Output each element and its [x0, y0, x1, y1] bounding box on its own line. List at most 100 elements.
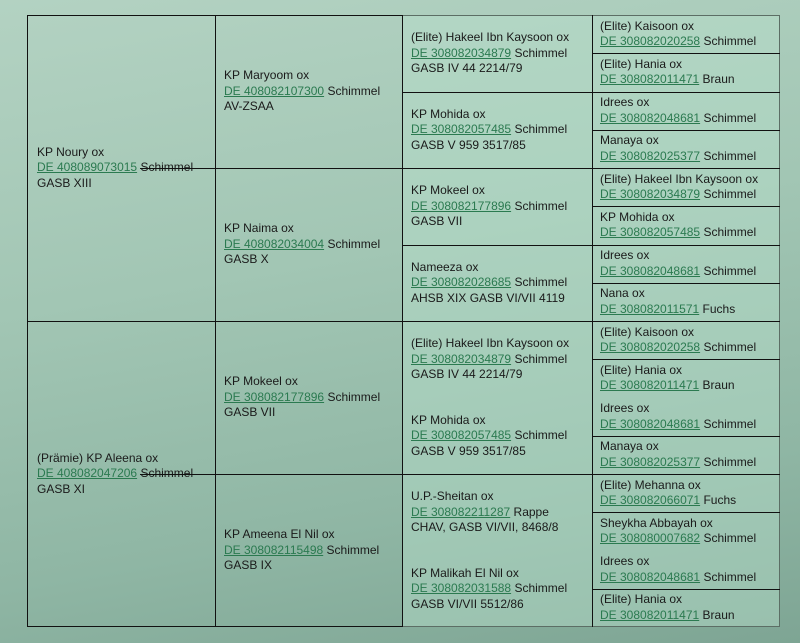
registration-line: DE 408082107300 Schimmel — [224, 84, 402, 100]
registration-link[interactable]: DE 308082048681 — [600, 569, 701, 584]
studbook-info: AHSB XIX GASB VI/VII 4119 — [411, 290, 565, 305]
studbook-info: CHAV, GASB VI/VII, 8468/8 — [411, 520, 559, 534]
horse-name: (Elite) Hakeel Ibn Kaysoon ox — [600, 171, 759, 186]
registration-link[interactable]: DE 308082020258 — [600, 34, 701, 49]
registration-line: DE 308082028685 Schimmel — [411, 275, 592, 291]
registration-link[interactable]: DE 308082048681 — [600, 110, 701, 125]
horse-name: U.P.-Sheitan ox — [411, 489, 494, 503]
registration-link[interactable]: DE 308082177896 — [224, 389, 325, 404]
studbook-info: GASB XI — [37, 481, 86, 496]
registration-link[interactable]: DE 408082034004 — [224, 236, 325, 251]
registration-line: DE 308082020258 Schimmel — [600, 340, 780, 356]
registration-link[interactable]: DE 308082028685 — [411, 275, 512, 289]
row-divider — [215, 168, 402, 169]
pedigree-cell-gen3: KP Mohida ox DE 308082057485 Schimmel GASB… — [402, 397, 592, 474]
horse-name: Idrees ox — [600, 95, 650, 110]
pedigree-cell-gen1: (Prämie) KP Aleena ox DE 408082047206 Sch… — [27, 321, 215, 627]
registration-link[interactable]: DE 308082057485 — [411, 428, 512, 442]
registration-link[interactable]: DE 408082107300 — [224, 83, 325, 98]
pedigree-cell-gen4: (Elite) Hania ox DE 308082011471 Braun — [592, 359, 780, 398]
coat-color: Schimmel — [703, 110, 757, 125]
registration-line: DE 308082057485 Schimmel — [411, 122, 592, 138]
registration-link[interactable]: DE 408082047206 — [37, 466, 138, 481]
horse-name: Sheykha Abbayah ox — [600, 515, 713, 530]
registration-link[interactable]: DE 308082011471 — [600, 607, 700, 622]
studbook-info: GASB IV 44 2214/79 — [411, 61, 523, 75]
registration-link[interactable]: DE 308082031588 — [411, 581, 512, 595]
coat-color: Rappe — [513, 504, 549, 519]
coat-color: Braun — [702, 72, 735, 87]
registration-line: DE 308082011471 Braun — [600, 378, 780, 394]
horse-name: KP Noury ox — [37, 144, 105, 159]
registration-link[interactable]: DE 308082057485 — [411, 122, 512, 136]
horse-name: Manaya ox — [600, 439, 659, 454]
coat-color: Schimmel — [514, 428, 568, 442]
horse-name: KP Mohida ox — [411, 412, 486, 427]
registration-link[interactable]: DE 308082034879 — [411, 351, 512, 366]
pedigree-cell-gen4: Idrees ox DE 308082048681 Schimmel — [592, 244, 780, 283]
registration-link[interactable]: DE 308082211287 — [411, 504, 511, 519]
pedigree-cell-gen2: KP Ameena El Nil ox DE 308082115498 Schim… — [215, 474, 402, 627]
pedigree-cell-gen2: KP Maryoom ox DE 408082107300 Schimmel AV-… — [215, 15, 402, 168]
pedigree-cell-gen3: KP Malikah El Nil ox DE 308082031588 Schi… — [402, 550, 592, 627]
coat-color: Braun — [702, 378, 735, 393]
horse-name: Nana ox — [600, 286, 645, 301]
pedigree-cell-gen3: Nameeza ox DE 308082028685 Schimmel AHSB X… — [402, 244, 592, 321]
registration-link[interactable]: DE 408089073015 — [37, 160, 138, 175]
registration-line: DE 308082115498 Schimmel — [224, 543, 402, 559]
row-divider — [592, 588, 780, 590]
registration-link[interactable]: DE 308082025377 — [600, 454, 701, 469]
row-divider — [592, 474, 780, 475]
registration-line: DE 308082048681 Schimmel — [600, 570, 780, 586]
horse-name: (Elite) Hania ox — [600, 56, 683, 71]
registration-line: DE 308082034879 Schimmel — [411, 352, 592, 368]
coat-color: Schimmel — [703, 187, 757, 202]
registration-line: DE 408082047206 Schimmel — [37, 466, 215, 482]
registration-link[interactable]: DE 308082034879 — [600, 187, 701, 202]
registration-line: DE 308082066071 Fuchs — [600, 493, 780, 509]
pedigree-cell-gen4: Nana ox DE 308082011571 Fuchs — [592, 282, 780, 321]
studbook-info: GASB V 959 3517/85 — [411, 443, 526, 458]
pedigree-cell-gen4: Manaya ox DE 308082025377 Schimmel — [592, 129, 780, 168]
horse-name: KP Malikah El Nil ox — [411, 565, 519, 580]
horse-name: (Elite) Mehanna ox — [600, 477, 701, 492]
row-divider — [592, 206, 780, 208]
registration-link[interactable]: DE 308082177896 — [411, 198, 512, 213]
registration-line: DE 308082177896 Schimmel — [411, 199, 592, 215]
horse-name: KP Maryoom ox — [224, 68, 310, 83]
registration-link[interactable]: DE 308082025377 — [600, 148, 701, 163]
registration-link[interactable]: DE 308082057485 — [600, 225, 701, 240]
half-divider — [27, 321, 780, 322]
coat-color: Schimmel — [327, 83, 381, 98]
horse-name: Idrees ox — [600, 248, 650, 263]
coat-color: Schimmel — [514, 275, 568, 289]
pedigree-cell-gen4: Idrees ox DE 308082048681 Schimmel — [592, 91, 780, 130]
registration-link[interactable]: DE 308082048681 — [600, 416, 701, 431]
row-divider — [592, 129, 780, 131]
registration-link[interactable]: DE 308082011471 — [600, 378, 700, 393]
pedigree-cell-gen1: KP Noury ox DE 408089073015 Schimmel GASB … — [27, 15, 215, 321]
registration-link[interactable]: DE 308082066071 — [600, 493, 701, 508]
pedigree-cell-gen4: Sheykha Abbayah ox DE 308080007682 Schimm… — [592, 512, 780, 551]
coat-color: Schimmel — [514, 581, 568, 595]
row-divider — [402, 91, 592, 93]
horse-name: (Prämie) KP Aleena ox — [37, 450, 159, 465]
registration-link[interactable]: DE 308082020258 — [600, 340, 701, 355]
registration-link[interactable]: DE 308082034879 — [411, 45, 512, 60]
pedigree-cell-gen3: KP Mohida ox DE 308082057485 Schimmel GASB… — [402, 91, 592, 168]
horse-name: (Elite) Hania ox — [600, 362, 683, 377]
pedigree-cell-gen4: Manaya ox DE 308082025377 Schimmel — [592, 435, 780, 474]
registration-link[interactable]: DE 308082011471 — [600, 72, 700, 87]
horse-name: Idrees ox — [600, 554, 650, 569]
pedigree-cell-gen3: (Elite) Hakeel Ibn Kaysoon ox DE 30808203… — [402, 321, 592, 398]
pedigree-cell-gen4: (Elite) Kaisoon ox DE 308082020258 Schimm… — [592, 15, 780, 54]
registration-link[interactable]: DE 308080007682 — [600, 531, 701, 546]
row-divider — [592, 53, 780, 55]
registration-link[interactable]: DE 308082115498 — [224, 542, 324, 557]
registration-link[interactable]: DE 308082011571 — [600, 301, 700, 316]
registration-line: DE 408089073015 Schimmel — [37, 160, 215, 176]
coat-color: Schimmel — [514, 45, 568, 60]
registration-link[interactable]: DE 308082048681 — [600, 263, 701, 278]
coat-color: Schimmel — [703, 148, 757, 163]
coat-color: Schimmel — [327, 236, 381, 251]
